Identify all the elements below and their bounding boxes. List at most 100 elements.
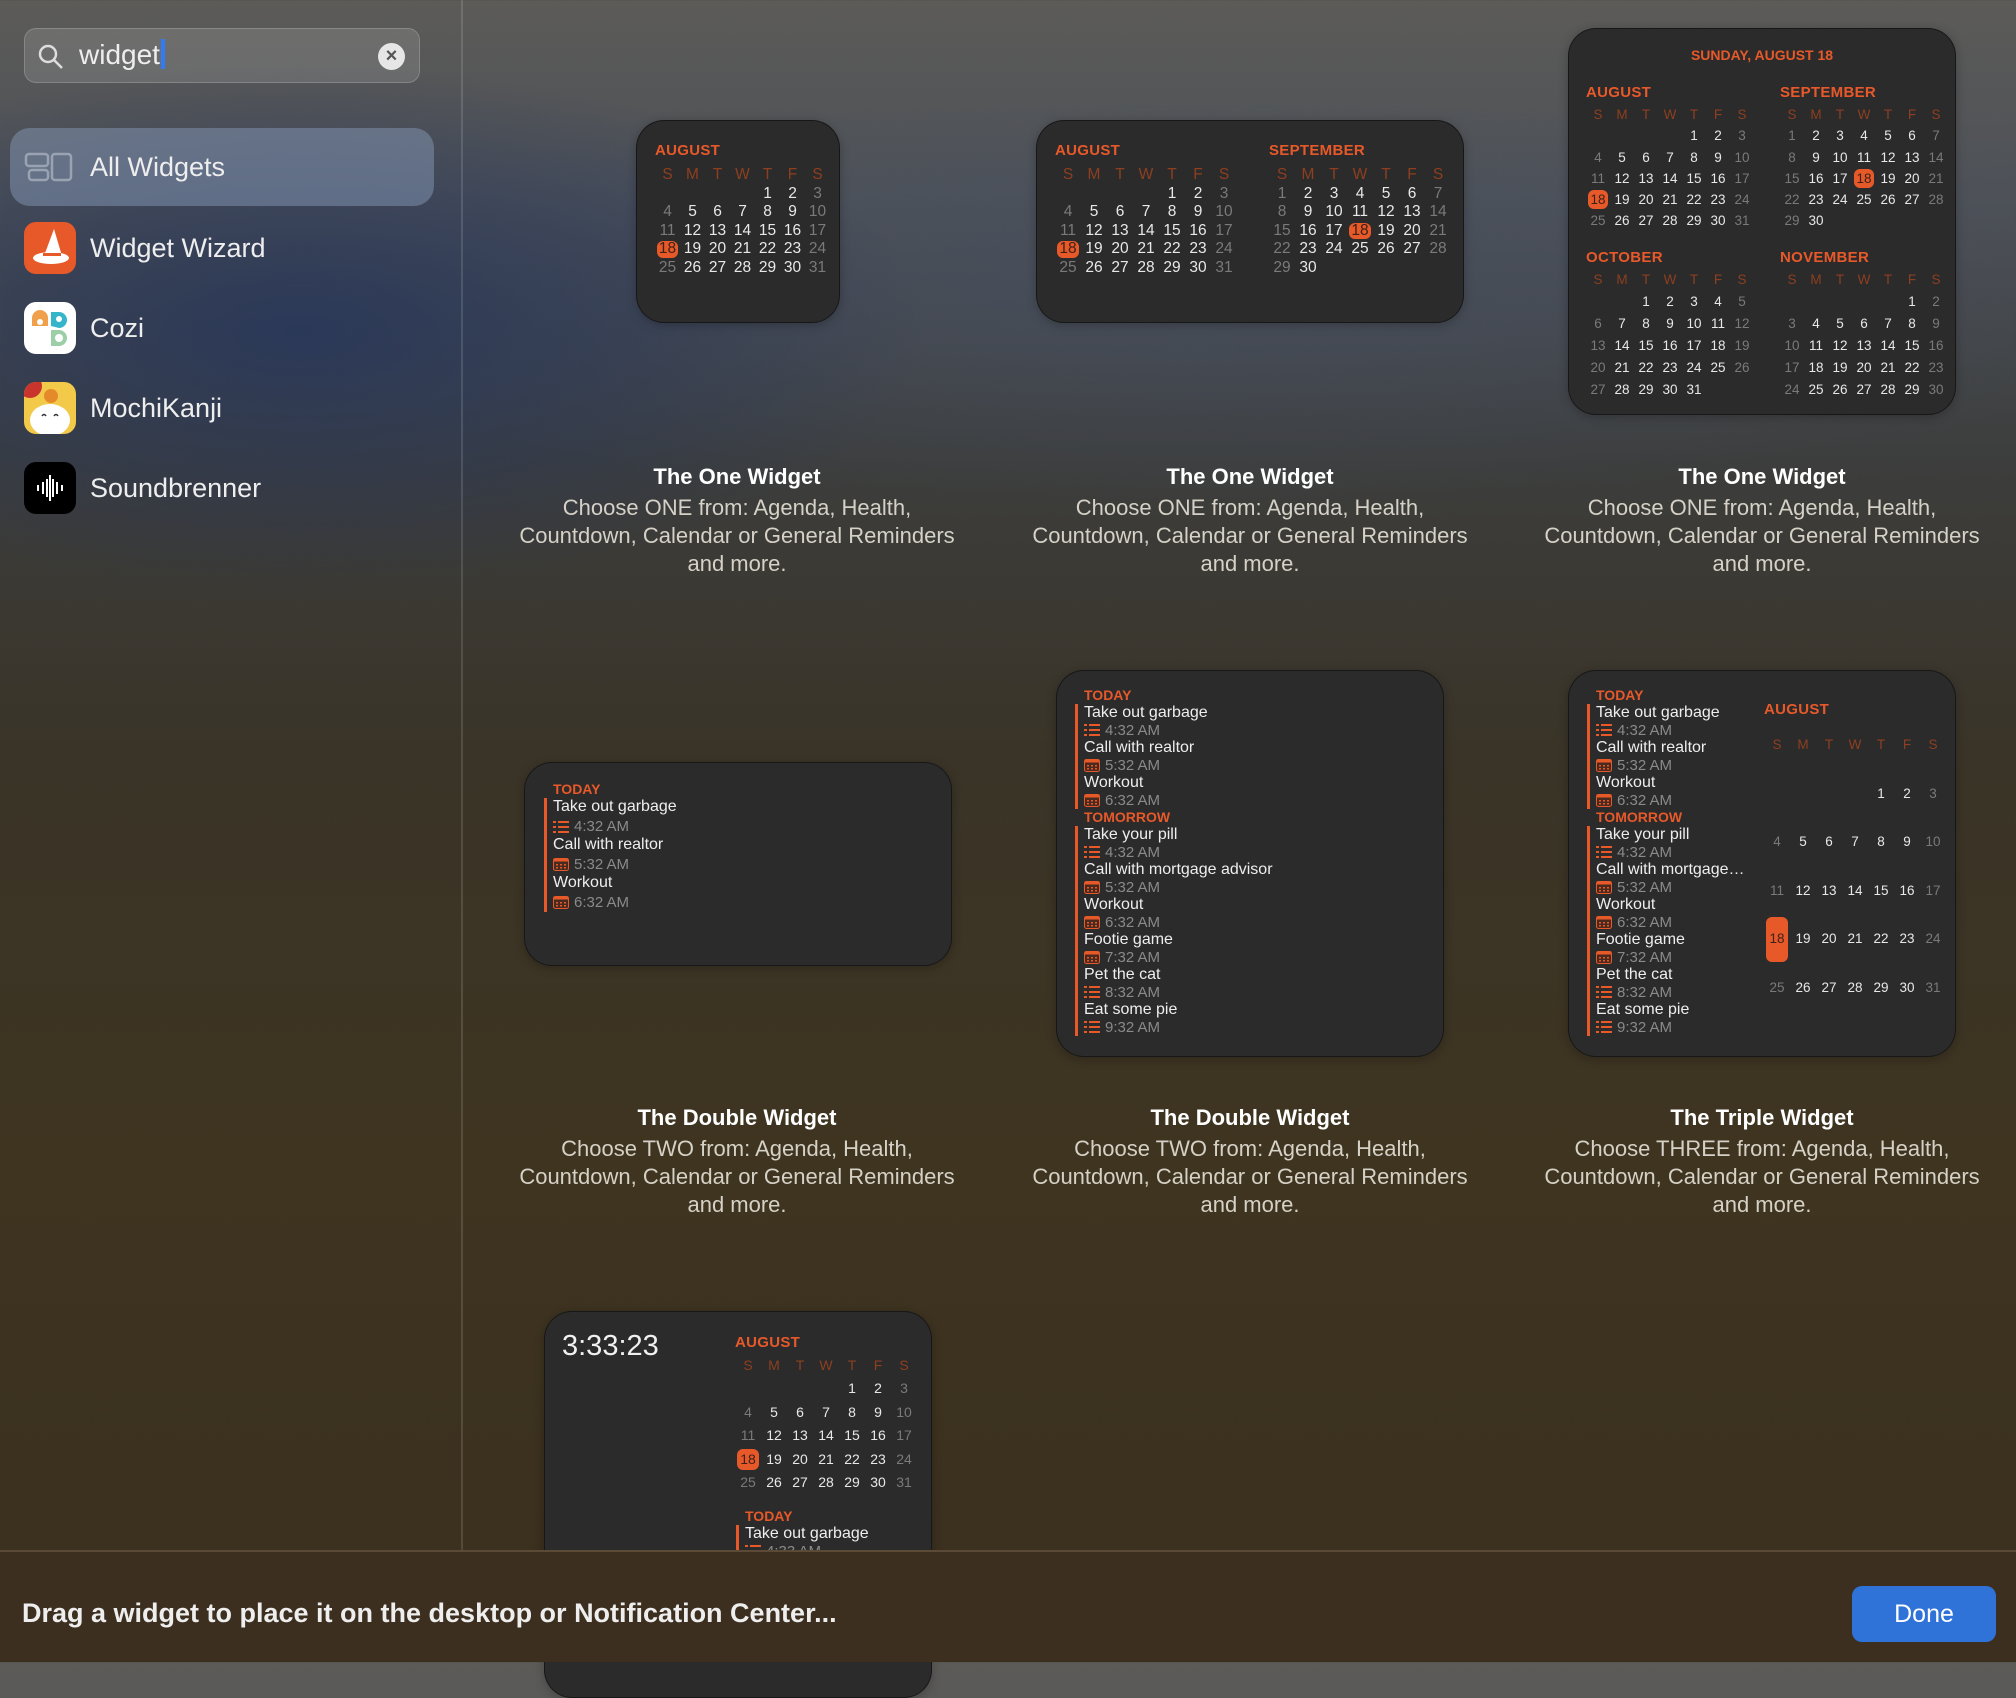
checklist-icon xyxy=(1596,1021,1612,1034)
agenda-item-time: 9:32 AM xyxy=(1617,1018,1673,1036)
calendar-day: 21 xyxy=(1847,931,1863,946)
one-widget-small-calendar[interactable]: AUGUST S M T W T F S 1 2 3 4 5 6 7 8 9 10 11 12 13 14 15 16 17 18… xyxy=(636,120,840,323)
calendar-day: 10 xyxy=(1734,149,1750,165)
calendar-day: 14 xyxy=(733,221,752,239)
agenda-item[interactable]: Workout 6:32 AM xyxy=(1587,774,1746,809)
calendar-day: 29 xyxy=(758,258,777,276)
one-widget-medium-calendar[interactable]: AUGUST S M T W T F S 1 2 3 4 5 6 7 8 9 10 11 12 13 14 15 16 17 18… xyxy=(1036,120,1464,323)
sidebar-item-soundbrenner[interactable]: Soundbrenner xyxy=(10,449,434,527)
sidebar-item-cozi[interactable]: Cozi xyxy=(10,289,434,367)
weekday-label: S xyxy=(1787,107,1797,122)
weekday-label: T xyxy=(1876,737,1886,752)
calendar-day: 30 xyxy=(1662,382,1678,397)
calendar-day: 19 xyxy=(1085,240,1103,257)
weekday-label: W xyxy=(1663,272,1677,287)
calendar-day: 13 xyxy=(1856,338,1872,353)
calendar-day: 3 xyxy=(813,184,822,202)
calendar-day: 16 xyxy=(1928,338,1944,353)
weekday-label: T xyxy=(1381,166,1391,183)
weekday-label: F xyxy=(1902,737,1912,752)
agenda-item[interactable]: Take your pill 4:32 AM xyxy=(1587,826,1746,861)
calendar-day: 5 xyxy=(770,1403,778,1420)
calendar-day: 28 xyxy=(818,1473,834,1490)
calendar-empty-cell xyxy=(1876,291,1900,313)
agenda-item[interactable]: Call with realtor 5:32 AM xyxy=(1075,739,1424,774)
calendar-day: 5 xyxy=(1618,149,1626,165)
agenda-item[interactable]: Eat some pie 9:32 AM xyxy=(1587,1001,1746,1036)
calendar-day: 14 xyxy=(1928,149,1944,165)
agenda-item[interactable]: Footie game 7:32 AM xyxy=(1587,931,1746,966)
agenda-item-time: 6:32 AM xyxy=(574,894,630,911)
agenda-item-title: Workout xyxy=(1084,896,1144,913)
agenda-item[interactable]: Call with realtor 5:32 AM xyxy=(544,836,913,874)
calendar-day: 12 xyxy=(1832,338,1848,353)
agenda-section-label: TODAY xyxy=(553,781,601,797)
calendar-day: 1 xyxy=(1877,785,1885,801)
agenda-item[interactable]: Workout 6:32 AM xyxy=(544,874,913,912)
xmark-circle-icon[interactable]: × xyxy=(378,43,405,70)
agenda-item-time: 6:32 AM xyxy=(1617,791,1673,809)
calendar-day: 21 xyxy=(1137,240,1155,257)
calendar-day: 31 xyxy=(808,258,827,276)
agenda-item[interactable]: Pet the cat 8:32 AM xyxy=(1587,966,1746,1001)
agenda-item[interactable]: Take out garbage 4:32 AM xyxy=(544,798,913,836)
calendar-day: 29 xyxy=(1904,382,1920,397)
calendar-day: 22 xyxy=(1873,931,1889,946)
calendar-empty-cell xyxy=(1780,291,1804,313)
calendar-empty-cell xyxy=(761,1377,787,1400)
calendar-grid: S M T W T F S 1 2 3 4 5 6 7 8 9 10 11 12 13 14 15 16 17 18 19 20 21… xyxy=(1055,166,1237,277)
weekday-label: W xyxy=(1848,737,1862,752)
search-field[interactable]: widget × xyxy=(24,28,420,83)
done-button[interactable]: Done xyxy=(1852,1586,1996,1642)
sidebar-item-label: MochiKanji xyxy=(90,392,223,423)
calendar-day: 24 xyxy=(1686,360,1702,375)
calendar-day: 6 xyxy=(713,203,722,220)
calendar-day: 21 xyxy=(1429,221,1447,239)
sidebar-item-widget-wizard[interactable]: Widget Wizard xyxy=(10,209,434,287)
agenda-item-time: 8:32 AM xyxy=(1105,983,1161,1001)
agenda-item[interactable]: Take your pill 4:32 AM xyxy=(1075,826,1424,861)
agenda-section-label: TODAY xyxy=(1084,687,1132,703)
calendar-day: 31 xyxy=(1734,213,1750,229)
agenda-item[interactable]: Pet the cat 8:32 AM xyxy=(1075,966,1424,1001)
agenda-item[interactable]: Workout 6:32 AM xyxy=(1075,774,1424,809)
calendar-day: 5 xyxy=(1381,184,1391,202)
sidebar-item-mochikanji[interactable]: MochiKanji xyxy=(10,369,434,447)
calendar-month: AUGUST S M T W T F S 1 2 3 4 5 6 7 8 9 10 11 12 13 14 15 16 17 18… xyxy=(1586,84,1754,232)
calendar-empty-cell xyxy=(1107,185,1133,204)
calendar-day: 10 xyxy=(808,203,827,220)
agenda-item-time-row: 6:32 AM xyxy=(1596,914,1746,932)
agenda-item-title: Workout xyxy=(1084,774,1144,791)
agenda-item[interactable]: Eat some pie 9:32 AM xyxy=(1075,1001,1424,1036)
agenda-item[interactable]: Footie game 7:32 AM xyxy=(1075,931,1424,966)
double-widget-large-agenda[interactable]: TODAY Take out garbage 4:32 AM Call with re… xyxy=(1056,670,1444,1057)
calendar-day: 4 xyxy=(744,1403,752,1420)
calendar-icon xyxy=(1084,880,1100,894)
calendar-day: 27 xyxy=(792,1473,808,1490)
calendar-day: 14 xyxy=(1662,170,1678,186)
agenda-item[interactable]: Workout 6:32 AM xyxy=(1075,896,1424,931)
agenda-item-time-row: 4:32 AM xyxy=(1596,844,1746,862)
calendar-day: 17 xyxy=(1925,882,1941,898)
agenda-item[interactable]: Call with realtor 5:32 AM xyxy=(1587,739,1746,774)
agenda-item[interactable]: Take out garbage 4:32 AM xyxy=(1075,704,1424,739)
agenda-item[interactable]: Take out garbage 4:32 AM xyxy=(1587,704,1746,739)
agenda-item[interactable]: Workout 6:32 AM xyxy=(1587,896,1746,931)
calendar-day: 23 xyxy=(1710,192,1726,208)
calendar-day-today: 18 xyxy=(737,1448,759,1470)
agenda-item-title: Eat some pie xyxy=(1084,1001,1178,1018)
sidebar-item-all-widgets[interactable]: All Widgets xyxy=(10,128,434,206)
agenda-item-time-row: 4:32 AM xyxy=(1596,722,1746,740)
calendar-day: 12 xyxy=(683,221,702,239)
agenda-item-time: 5:32 AM xyxy=(574,856,630,873)
one-widget-large-calendar[interactable]: SUNDAY, AUGUST 18 AUGUST S M T W T F S 1 2 3 4 5 6 7 8 9… xyxy=(1568,28,1956,415)
calendar-day: 30 xyxy=(783,258,802,276)
search-input[interactable]: widget xyxy=(79,39,165,71)
calendar-grid: S M T W T F S 1 2 3 4 5 6 7 8 9 10 11 12 13 14 15 16 17 18 19 20 21… xyxy=(1586,104,1754,232)
double-widget-medium-agenda[interactable]: TODAY Take out garbage 4:32 AM Call with re… xyxy=(524,762,952,966)
calendar-day: 3 xyxy=(900,1380,908,1397)
triple-widget-agenda-calendar[interactable]: TODAY Take out garbage 4:32 AM Call with re… xyxy=(1568,670,1956,1057)
calendar-grid: S M T W T F S 1 2 3 4 5 6 7 8 9 10 11 12 13 14 15 16 17 18 19 20 21… xyxy=(1780,269,1948,401)
